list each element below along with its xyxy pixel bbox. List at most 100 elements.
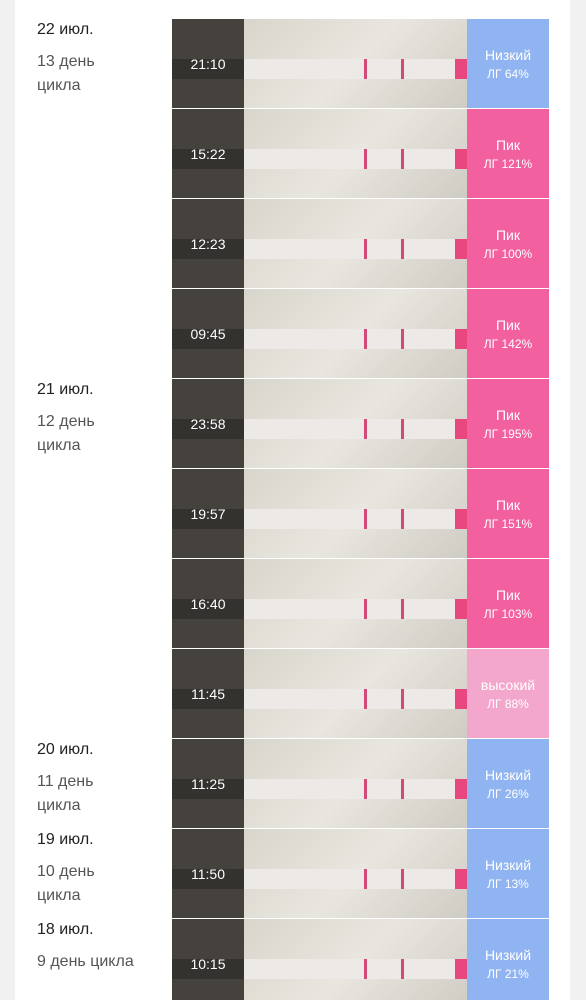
control-line [364, 329, 367, 349]
test-time: 12:23 [190, 235, 226, 252]
test-time: 15:22 [190, 145, 226, 162]
test-row[interactable]: 15:22 Пик ЛГ 121% [172, 109, 549, 198]
control-line [364, 689, 367, 709]
test-line [401, 149, 404, 169]
test-time: 21:10 [190, 55, 226, 72]
control-line [364, 869, 367, 889]
result-level: Пик [495, 406, 520, 423]
test-photo [244, 199, 467, 288]
cycle-day: 13 день цикла [37, 53, 95, 94]
strip-handle [172, 779, 244, 799]
test-strip [244, 239, 467, 259]
result-level: Пик [495, 496, 520, 513]
test-line [401, 239, 404, 259]
control-line [364, 959, 367, 979]
test-line [401, 599, 404, 619]
control-line [364, 59, 367, 79]
test-row[interactable]: 11:45 высокий ЛГ 88% [172, 649, 549, 738]
time-column: 10:15 [172, 919, 244, 1000]
strip-tip [455, 959, 467, 979]
time-column: 11:50 [172, 829, 244, 918]
result-label: Низкий ЛГ 21% [467, 919, 549, 1000]
result-level: Низкий [484, 856, 532, 873]
test-row[interactable]: 23:58 Пик ЛГ 195% [172, 379, 549, 468]
test-row[interactable]: 12:23 Пик ЛГ 100% [172, 199, 549, 288]
strip-handle [172, 329, 244, 349]
result-level: Низкий [484, 46, 532, 63]
day-date: 22 июл. [37, 21, 94, 38]
strip-tip [455, 239, 467, 259]
time-column: 09:45 [172, 289, 244, 378]
strip-tip [455, 59, 467, 79]
test-line [401, 509, 404, 529]
lh-percent: ЛГ 121% [483, 156, 533, 171]
result-level: Пик [495, 136, 520, 153]
time-column: 16:40 [172, 559, 244, 648]
lh-percent: ЛГ 142% [483, 336, 533, 351]
result-level: высокий [480, 676, 536, 693]
strip-handle [172, 239, 244, 259]
day-date: 19 июл. [37, 831, 94, 848]
test-row[interactable]: 09:45 Пик ЛГ 142% [172, 289, 549, 378]
lh-percent: ЛГ 21% [487, 966, 529, 981]
test-photo [244, 829, 467, 918]
test-strip [244, 779, 467, 799]
strip-handle [172, 869, 244, 889]
time-column: 12:23 [172, 199, 244, 288]
control-line [364, 599, 367, 619]
strip-tip [455, 599, 467, 619]
cycle-day: 12 день цикла [37, 413, 95, 454]
lh-percent: ЛГ 195% [483, 426, 533, 441]
strip-tip [455, 779, 467, 799]
test-row[interactable]: 19:57 Пик ЛГ 151% [172, 469, 549, 558]
time-column: 21:10 [172, 19, 244, 108]
test-strip [244, 509, 467, 529]
strip-handle [172, 149, 244, 169]
cycle-day: 9 день цикла [37, 953, 134, 970]
time-column: 11:45 [172, 649, 244, 738]
test-row[interactable]: 10:15 Низкий ЛГ 21% [172, 919, 549, 1000]
result-level: Низкий [484, 946, 532, 963]
test-strip [244, 689, 467, 709]
result-level: Пик [495, 226, 520, 243]
test-time: 11:25 [191, 775, 225, 792]
test-time: 19:57 [190, 505, 226, 522]
test-photo [244, 289, 467, 378]
result-label: Пик ЛГ 195% [467, 379, 549, 468]
test-strip [244, 869, 467, 889]
test-row[interactable]: 11:50 Низкий ЛГ 13% [172, 829, 549, 918]
time-column: 23:58 [172, 379, 244, 468]
test-time: 23:58 [190, 415, 226, 432]
day-date: 20 июл. [37, 741, 94, 758]
result-level: Низкий [484, 766, 532, 783]
test-strip [244, 59, 467, 79]
test-row[interactable]: 11:25 Низкий ЛГ 26% [172, 739, 549, 828]
test-photo [244, 559, 467, 648]
strip-tip [455, 509, 467, 529]
time-column: 19:57 [172, 469, 244, 558]
lh-percent: ЛГ 13% [487, 876, 529, 891]
test-row[interactable]: 21:10 Низкий ЛГ 64% [172, 19, 549, 108]
test-row[interactable]: 16:40 Пик ЛГ 103% [172, 559, 549, 648]
lh-percent: ЛГ 103% [483, 606, 533, 621]
test-time: 09:45 [190, 325, 226, 342]
strip-tip [455, 869, 467, 889]
time-column: 11:25 [172, 739, 244, 828]
test-time: 11:45 [191, 685, 225, 702]
result-label: Пик ЛГ 121% [467, 109, 549, 198]
result-label: Низкий ЛГ 64% [467, 19, 549, 108]
control-line [364, 779, 367, 799]
test-time: 10:15 [190, 955, 226, 972]
result-label: высокий ЛГ 88% [467, 649, 549, 738]
test-strip [244, 149, 467, 169]
cycle-day: 11 день цикла [37, 773, 94, 814]
result-level: Пик [495, 316, 520, 333]
test-line [401, 59, 404, 79]
strip-handle [172, 509, 244, 529]
test-line [401, 689, 404, 709]
strip-tip [455, 329, 467, 349]
strip-handle [172, 689, 244, 709]
lh-percent: ЛГ 64% [487, 66, 529, 81]
strip-handle [172, 419, 244, 439]
control-line [364, 509, 367, 529]
